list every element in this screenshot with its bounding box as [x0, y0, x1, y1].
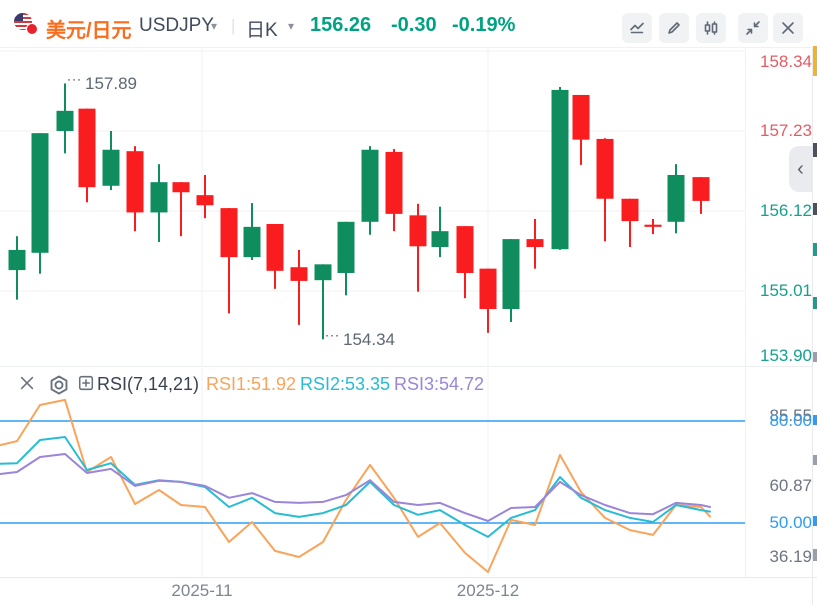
candlestick-icon — [704, 21, 718, 35]
candle-body — [337, 221, 355, 273]
rsi2-value: RSI2:53.35 — [300, 374, 391, 394]
candle-body — [290, 267, 308, 281]
candlestick-style-button[interactable] — [696, 13, 726, 43]
clipped-panel-fragment — [813, 549, 817, 561]
pencil-icon — [668, 22, 680, 34]
interval-selector[interactable]: 日K — [246, 20, 278, 41]
close-icon — [20, 376, 34, 390]
clipped-panel-fragment — [813, 203, 817, 215]
pair-name: 美元/日元 — [46, 20, 132, 42]
candle-body — [572, 94, 590, 140]
clipped-panel-fragment — [813, 352, 817, 362]
time-axis-label: 2025-12 — [456, 581, 520, 600]
rsi-remove-button[interactable] — [18, 374, 36, 392]
candle-body — [314, 264, 332, 281]
chevron-down-icon[interactable]: ▾ — [211, 19, 218, 33]
candle-body — [692, 177, 710, 201]
candle-body — [78, 108, 96, 188]
collapse-button[interactable] — [738, 13, 768, 43]
price-axis-label: 157.23 — [760, 121, 812, 140]
rsi-settings-button[interactable] — [48, 374, 70, 396]
candle-body — [126, 151, 144, 213]
rsi-axis-label: 60.87 — [769, 476, 812, 496]
price-axis-label: 156.12 — [760, 201, 812, 220]
high-annotation-label: 157.89 — [85, 74, 137, 93]
chart-header: 美元/日元 USDJPY ▾ | 日K ▾ 156.26 -0.30 -0.19… — [0, 0, 817, 48]
rsi-axis-label: 85.55 — [769, 406, 812, 425]
candle-body — [196, 195, 214, 206]
candle-body — [526, 239, 544, 248]
candle-body — [479, 268, 497, 310]
rsi-line-rsi1 — [0, 398, 711, 573]
rsi-level-label: 50.00 — [769, 513, 812, 532]
time-axis-label: 2025-11 — [171, 581, 233, 600]
candle-body — [266, 223, 284, 271]
candle-body — [31, 133, 49, 253]
candle-body — [551, 89, 569, 250]
close-icon — [782, 22, 794, 34]
price-axis-label: 153.90 — [760, 346, 812, 365]
candle-body — [409, 215, 427, 247]
candle-body — [172, 182, 190, 193]
rsi-axis-label: 36.19 — [769, 547, 812, 566]
candle-body — [361, 149, 379, 222]
chevron-left-icon: ‹ — [797, 157, 804, 180]
panel-border — [812, 0, 813, 605]
candle-body — [456, 226, 474, 273]
chevron-down-icon[interactable]: ▾ — [288, 19, 295, 33]
clipped-panel-fragment — [813, 46, 817, 76]
candle-body — [220, 208, 238, 258]
candle-body — [644, 224, 662, 227]
pair-symbol-selector[interactable]: USDJPY — [139, 15, 214, 36]
price-change: -0.30 — [391, 14, 437, 36]
area-chart-button[interactable] — [622, 13, 652, 43]
close-chart-button[interactable] — [773, 13, 803, 43]
rsi-line-rsi2 — [0, 436, 711, 538]
usdjpy-flag-icon — [14, 13, 38, 35]
rsi-maximize-button[interactable] — [77, 374, 95, 392]
rsi1-value: RSI1:51.92 — [206, 374, 297, 394]
gear-icon — [50, 375, 68, 395]
clipped-panel-fragment — [813, 143, 817, 157]
clipped-panel-fragment — [813, 415, 817, 425]
clipped-panel-fragment — [813, 243, 817, 256]
plus-square-icon — [78, 375, 94, 391]
sidebar-toggle-tab[interactable]: ‹ — [789, 146, 812, 192]
candle-body — [596, 138, 614, 199]
candle-body — [56, 110, 74, 131]
candle-body — [667, 174, 685, 222]
candle-body — [621, 198, 639, 222]
low-annotation-label: 154.34 — [343, 330, 395, 349]
candle-body — [8, 249, 26, 271]
clipped-panel-fragment — [813, 455, 817, 465]
rsi-panel-header: RSI(7,14,21) RSI1:51.92 RSI2:53.35 RSI3:… — [0, 368, 745, 400]
pane-separator[interactable] — [0, 366, 812, 367]
last-price: 156.26 — [310, 14, 372, 36]
header-divider: | — [231, 16, 236, 35]
candle-body — [150, 182, 168, 213]
candle-body — [243, 226, 261, 258]
price-axis[interactable] — [745, 47, 813, 577]
candle-body — [502, 239, 520, 310]
draw-button[interactable] — [659, 13, 689, 43]
rsi3-value: RSI3:54.72 — [394, 374, 485, 394]
rsi-indicator-title: RSI(7,14,21) — [97, 374, 200, 394]
clipped-panel-fragment — [813, 297, 817, 309]
candle-body — [385, 151, 403, 214]
candle-body — [431, 231, 449, 248]
price-axis-label: 158.34 — [760, 52, 812, 71]
candle-body — [102, 149, 120, 186]
price-change-percent: -0.19% — [452, 14, 516, 36]
time-axis-separator — [0, 577, 817, 578]
rsi-level-label: 80.00 — [769, 411, 812, 430]
price-axis-label: 155.01 — [760, 281, 812, 300]
jp-flag-icon — [26, 23, 38, 35]
rsi-line-rsi3 — [0, 453, 711, 522]
collapse-icon — [746, 21, 760, 35]
clipped-panel-fragment — [813, 516, 817, 526]
area-chart-icon — [630, 22, 644, 34]
